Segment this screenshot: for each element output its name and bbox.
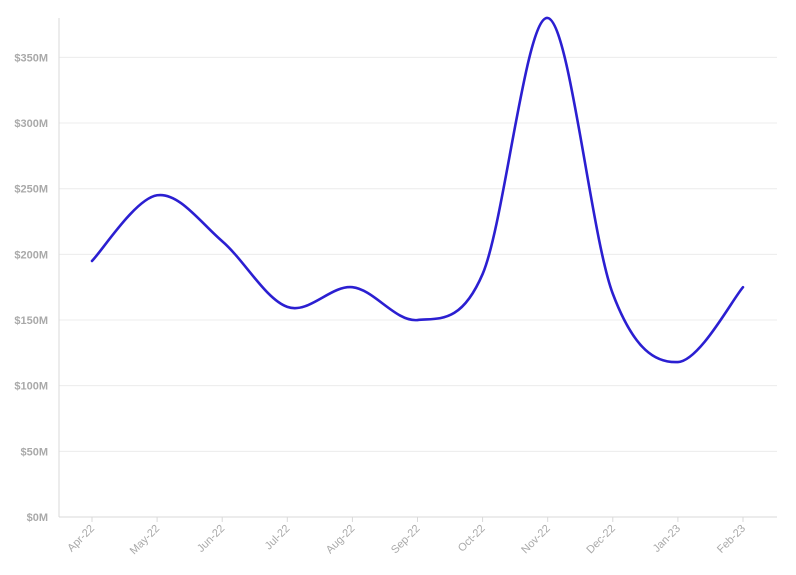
y-tick-label: $350M [14, 52, 48, 64]
y-tick-label: $250M [14, 184, 48, 196]
y-tick-label: $200M [14, 249, 48, 261]
y-tick-label: $150M [14, 315, 48, 327]
y-tick-label: $0M [27, 512, 48, 524]
y-tick-label: $100M [14, 381, 48, 393]
x-tick-label: Jan-23 [651, 523, 683, 555]
x-tick-label: Jul-22 [263, 523, 293, 553]
series-line [90, 16, 745, 364]
x-tick-label: Apr-22 [65, 523, 97, 555]
x-tick-label: Sep-22 [389, 523, 423, 557]
x-tick-label: Jun-22 [195, 523, 227, 555]
x-tick-label: Oct-22 [456, 523, 488, 555]
gridlines [59, 56, 777, 452]
x-axis-ticks: Apr-22 May-22 Jun-22 Jul-22 Aug-22 Sep-22 Oct-… [65, 517, 748, 557]
x-tick-label: Nov-22 [519, 523, 553, 557]
y-tick-label: $50M [20, 446, 48, 458]
series-layer [90, 16, 745, 364]
x-tick-label: Aug-22 [324, 523, 358, 557]
x-tick-label: Dec-22 [584, 523, 618, 557]
x-tick-label: Feb-23 [715, 523, 748, 556]
y-tick-label: $300M [14, 118, 48, 130]
y-axis-ticks: $0M $50M $100M $150M $200M $250M $300M $350M [14, 52, 48, 524]
x-tick-label: May-22 [128, 523, 162, 557]
